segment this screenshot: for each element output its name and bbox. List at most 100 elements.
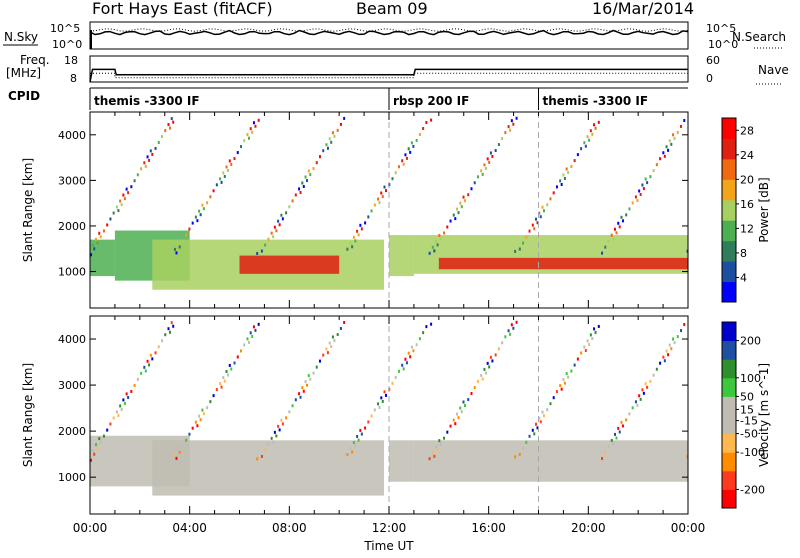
data-speckle [515,320,518,324]
data-speckle [157,140,160,144]
data-speckle [407,351,410,355]
data-speckle [549,197,552,201]
data-speckle [410,345,413,349]
data-speckle [615,231,618,235]
data-speckle [247,340,250,344]
data-speckle [177,241,180,245]
data-speckle [446,430,449,434]
data-speckle [239,349,242,353]
data-speckle [294,193,297,197]
data-speckle [604,451,607,455]
cpid-modes: themis -3300 IF rbsp 200 IF themis -3300 I… [89,88,648,110]
data-speckle [373,408,376,412]
data-speckle [667,353,670,357]
nsearch-tick-bottom: 10^0 [708,38,738,51]
data-speckle [456,207,459,211]
data-speckle [351,245,354,249]
data-speckle [291,199,294,203]
colorbar-tick-label: -15 [740,415,758,428]
data-speckle [330,140,333,144]
data-speckle [306,383,309,387]
data-speckle [491,154,494,158]
cpid-mode-label: rbsp 200 IF [393,94,469,108]
data-speckle [143,365,146,369]
data-speckle [670,347,673,351]
data-speckle [433,249,436,253]
data-speckle [401,159,404,163]
data-speckle [439,237,442,241]
data-speckle [164,333,167,337]
data-speckle [249,331,252,335]
colorbar-cell [722,261,736,283]
data-speckle [467,398,470,402]
data-speckle [381,399,384,403]
data-speckle [655,367,658,371]
colorbar-frame [721,117,737,303]
data-speckle [649,175,652,179]
data-speckle [394,171,397,175]
colorbar-tick-label: 200 [740,335,761,348]
data-speckle [409,355,412,359]
data-speckle [178,450,181,454]
data-speckle [278,428,281,432]
data-speckle [642,187,645,191]
data-speckle [291,404,294,408]
data-speckle [433,454,436,458]
data-speckle [251,130,254,134]
data-speckle [494,149,497,153]
data-speckle [555,390,558,394]
data-speckle [443,436,446,440]
data-speckle [143,161,146,165]
data-speckle [219,382,222,386]
data-speckle [631,406,634,410]
power-panel: 1000 2000 3000 4000 Slant Range [km] 4 8 12 16 20… [21,111,771,309]
colorbar-tick-label: 12 [740,222,754,235]
data-speckle [352,235,355,239]
data-speckle [249,127,252,131]
data-speckle [601,457,604,461]
data-speckle [663,154,666,158]
data-speckle [397,165,400,169]
data-speckle [560,387,563,391]
data-speckle [510,119,513,123]
data-speckle [102,229,105,233]
data-speckle [480,169,483,173]
data-speckle [196,219,199,223]
data-speckle [430,322,433,326]
data-speckle [339,122,342,126]
data-speckle [315,161,318,165]
data-speckle [509,332,512,336]
data-speckle [667,148,670,152]
data-speckle [541,410,544,414]
data-speckle [146,359,149,363]
data-speckle [452,418,455,422]
data-speckle [102,434,105,438]
data-speckle [418,132,421,136]
data-speckle [607,239,610,243]
data-speckle [439,442,442,446]
data-speckle [206,406,209,410]
y-tick-label: 4000 [58,333,86,346]
cpid-mode-label: themis -3300 IF [94,94,200,108]
data-speckle [252,325,255,329]
data-speckle [570,165,573,169]
data-speckle [343,320,346,324]
data-speckle [473,385,476,389]
data-speckle [617,426,620,430]
colorbar-cell [722,359,736,379]
data-speckle [157,345,160,349]
data-speckle [483,367,486,371]
data-speckle [621,219,624,223]
data-speckle [662,355,665,359]
data-speckle [285,416,288,420]
data-speckle [117,414,120,418]
data-speckle [119,404,122,408]
data-speckle [349,241,352,245]
data-speckle [628,412,631,416]
data-speckle [507,125,510,129]
colorbar-cell [722,118,736,139]
data-speckle [601,251,604,255]
data-region [152,440,385,496]
data-speckle [541,205,544,209]
data-speckle [542,414,545,418]
